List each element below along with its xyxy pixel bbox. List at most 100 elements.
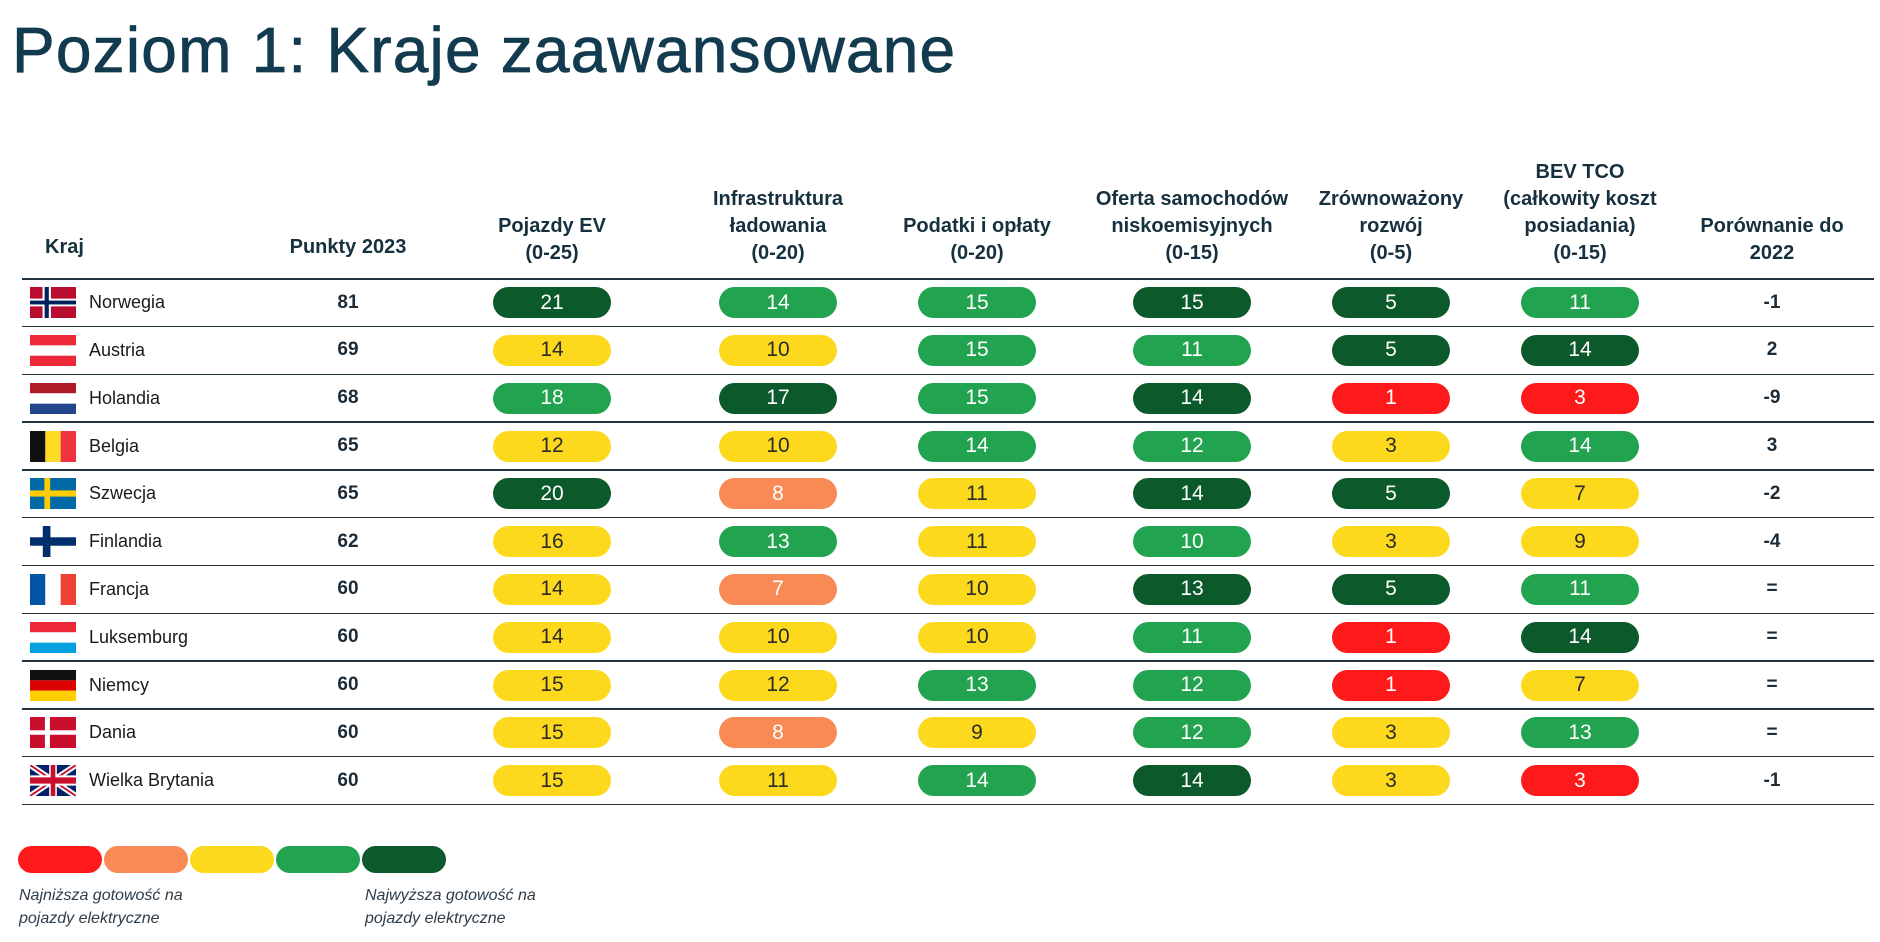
score-cell-tco: 3 xyxy=(1480,375,1680,421)
score-pill-tco: 9 xyxy=(1521,526,1639,558)
score-pill-charging: 14 xyxy=(719,287,837,319)
germany-flag-icon xyxy=(30,669,76,701)
change-cell: 3 xyxy=(1682,423,1862,469)
country-name: Luksemburg xyxy=(89,626,189,647)
points-2023: 81 xyxy=(337,291,359,313)
country-cell: Norwegia xyxy=(30,280,250,326)
header-points-2023: Punkty 2023 xyxy=(268,150,428,267)
legend-low-label-line: Najniższa gotowość na xyxy=(19,887,183,904)
score-cell-offer: 11 xyxy=(1082,614,1302,660)
score-pill-tco: 14 xyxy=(1521,430,1639,462)
country-name: Niemcy xyxy=(89,674,150,695)
legend-swatch-level-3 xyxy=(190,846,274,873)
score-pill-sustainability: 1 xyxy=(1332,382,1450,414)
score-cell-tco: 14 xyxy=(1480,327,1680,373)
score-pill-ev: 15 xyxy=(493,765,611,797)
score-cell-offer: 10 xyxy=(1082,518,1302,564)
header-charging-infrastructure: Infrastruktura ładowania (0-20) xyxy=(683,150,873,267)
score-cell-offer: 14 xyxy=(1082,471,1302,517)
header-bev-tco: BEV TCO (całkowity koszt posiadania) (0-15) xyxy=(1480,150,1680,267)
points-cell: 69 xyxy=(268,327,428,373)
legend xyxy=(18,846,446,873)
country-name: Szwecja xyxy=(89,483,157,504)
score-cell-sustainability: 1 xyxy=(1306,614,1476,660)
change-cell: 2 xyxy=(1682,327,1862,373)
header-line: (0-5) xyxy=(1369,242,1413,264)
score-pill-offer: 11 xyxy=(1133,334,1251,366)
table-row: Francja 60 14 7 10 13 5 11 = xyxy=(0,566,1880,614)
score-cell-sustainability: 3 xyxy=(1306,757,1476,803)
legend-swatch-level-1 xyxy=(18,846,102,873)
country-cell: Wielka Brytania xyxy=(30,757,250,803)
change-vs-2022: -1 xyxy=(1763,291,1781,313)
change-cell: -1 xyxy=(1682,280,1862,326)
score-pill-ev: 16 xyxy=(493,526,611,558)
score-pill-sustainability: 3 xyxy=(1332,765,1450,797)
score-cell-sustainability: 1 xyxy=(1306,662,1476,708)
header-line: Punkty 2023 xyxy=(289,236,407,258)
points-2023: 60 xyxy=(337,769,359,791)
belgium-flag-icon xyxy=(30,430,76,462)
table-row: Finlandia 62 16 13 11 10 3 9 -4 xyxy=(0,518,1880,567)
country-name: Dania xyxy=(89,722,137,743)
points-2023: 65 xyxy=(337,482,359,504)
score-cell-sustainability: 5 xyxy=(1306,471,1476,517)
country-cell: Szwecja xyxy=(30,471,250,517)
header-line: Zrównoważony xyxy=(1318,188,1464,210)
score-pill-offer: 14 xyxy=(1133,765,1251,797)
score-pill-tco: 14 xyxy=(1521,334,1639,366)
change-cell: = xyxy=(1682,662,1862,708)
score-cell-taxes: 11 xyxy=(877,471,1077,517)
header-line: Podatki i opłaty xyxy=(903,215,1051,237)
change-vs-2022: -1 xyxy=(1763,769,1781,791)
country-cell: Austria xyxy=(30,327,250,373)
points-2023: 60 xyxy=(337,674,359,696)
points-cell: 60 xyxy=(268,710,428,756)
header-taxes-fees: Podatki i opłaty (0-20) xyxy=(877,150,1077,267)
score-pill-offer: 10 xyxy=(1133,526,1251,558)
legend-high-label: Najwyższa gotowość na pojazdy elektryczn… xyxy=(365,884,536,930)
score-cell-offer: 14 xyxy=(1082,757,1302,803)
score-pill-tco: 11 xyxy=(1521,573,1639,605)
legend-low-label-line: pojazdy elektryczne xyxy=(19,910,160,927)
change-vs-2022: = xyxy=(1766,578,1778,600)
score-pill-charging: 7 xyxy=(719,573,837,605)
score-pill-ev: 14 xyxy=(493,573,611,605)
header-line: Oferta samochodów xyxy=(1095,188,1289,210)
score-cell-tco: 11 xyxy=(1480,566,1680,612)
country-name: Austria xyxy=(89,339,146,360)
change-cell: = xyxy=(1682,566,1862,612)
score-pill-taxes: 10 xyxy=(918,621,1036,653)
denmark-flag-icon xyxy=(30,717,76,749)
score-cell-offer: 13 xyxy=(1082,566,1302,612)
score-pill-sustainability: 1 xyxy=(1332,669,1450,701)
legend-high-label-line: pojazdy elektryczne xyxy=(365,910,506,927)
country-cell: Luksemburg xyxy=(30,614,250,660)
score-cell-taxes: 10 xyxy=(877,566,1077,612)
score-pill-taxes: 13 xyxy=(918,669,1036,701)
score-cell-taxes: 11 xyxy=(877,518,1077,564)
score-pill-taxes: 9 xyxy=(918,717,1036,749)
score-cell-charging: 11 xyxy=(683,757,873,803)
country-cell: Holandia xyxy=(30,375,250,421)
score-pill-sustainability: 1 xyxy=(1332,621,1450,653)
points-cell: 65 xyxy=(268,423,428,469)
table-row: Holandia 68 18 17 15 14 1 3 -9 xyxy=(0,375,1880,423)
score-pill-offer: 15 xyxy=(1133,287,1251,319)
score-pill-sustainability: 3 xyxy=(1332,526,1450,558)
header-line: Kraj xyxy=(45,236,84,258)
score-cell-offer: 15 xyxy=(1082,280,1302,326)
country-name: Belgia xyxy=(89,435,140,456)
score-pill-offer: 12 xyxy=(1133,430,1251,462)
change-cell: -1 xyxy=(1682,757,1862,803)
score-cell-sustainability: 5 xyxy=(1306,327,1476,373)
score-pill-sustainability: 3 xyxy=(1332,717,1450,749)
score-pill-ev: 20 xyxy=(493,478,611,510)
header-line: (0-20) xyxy=(751,242,805,264)
score-cell-ev: 12 xyxy=(457,423,647,469)
score-cell-sustainability: 3 xyxy=(1306,423,1476,469)
score-cell-charging: 8 xyxy=(683,471,873,517)
score-cell-charging: 10 xyxy=(683,327,873,373)
header-line: 2022 xyxy=(1749,242,1795,264)
score-cell-ev: 15 xyxy=(457,710,647,756)
